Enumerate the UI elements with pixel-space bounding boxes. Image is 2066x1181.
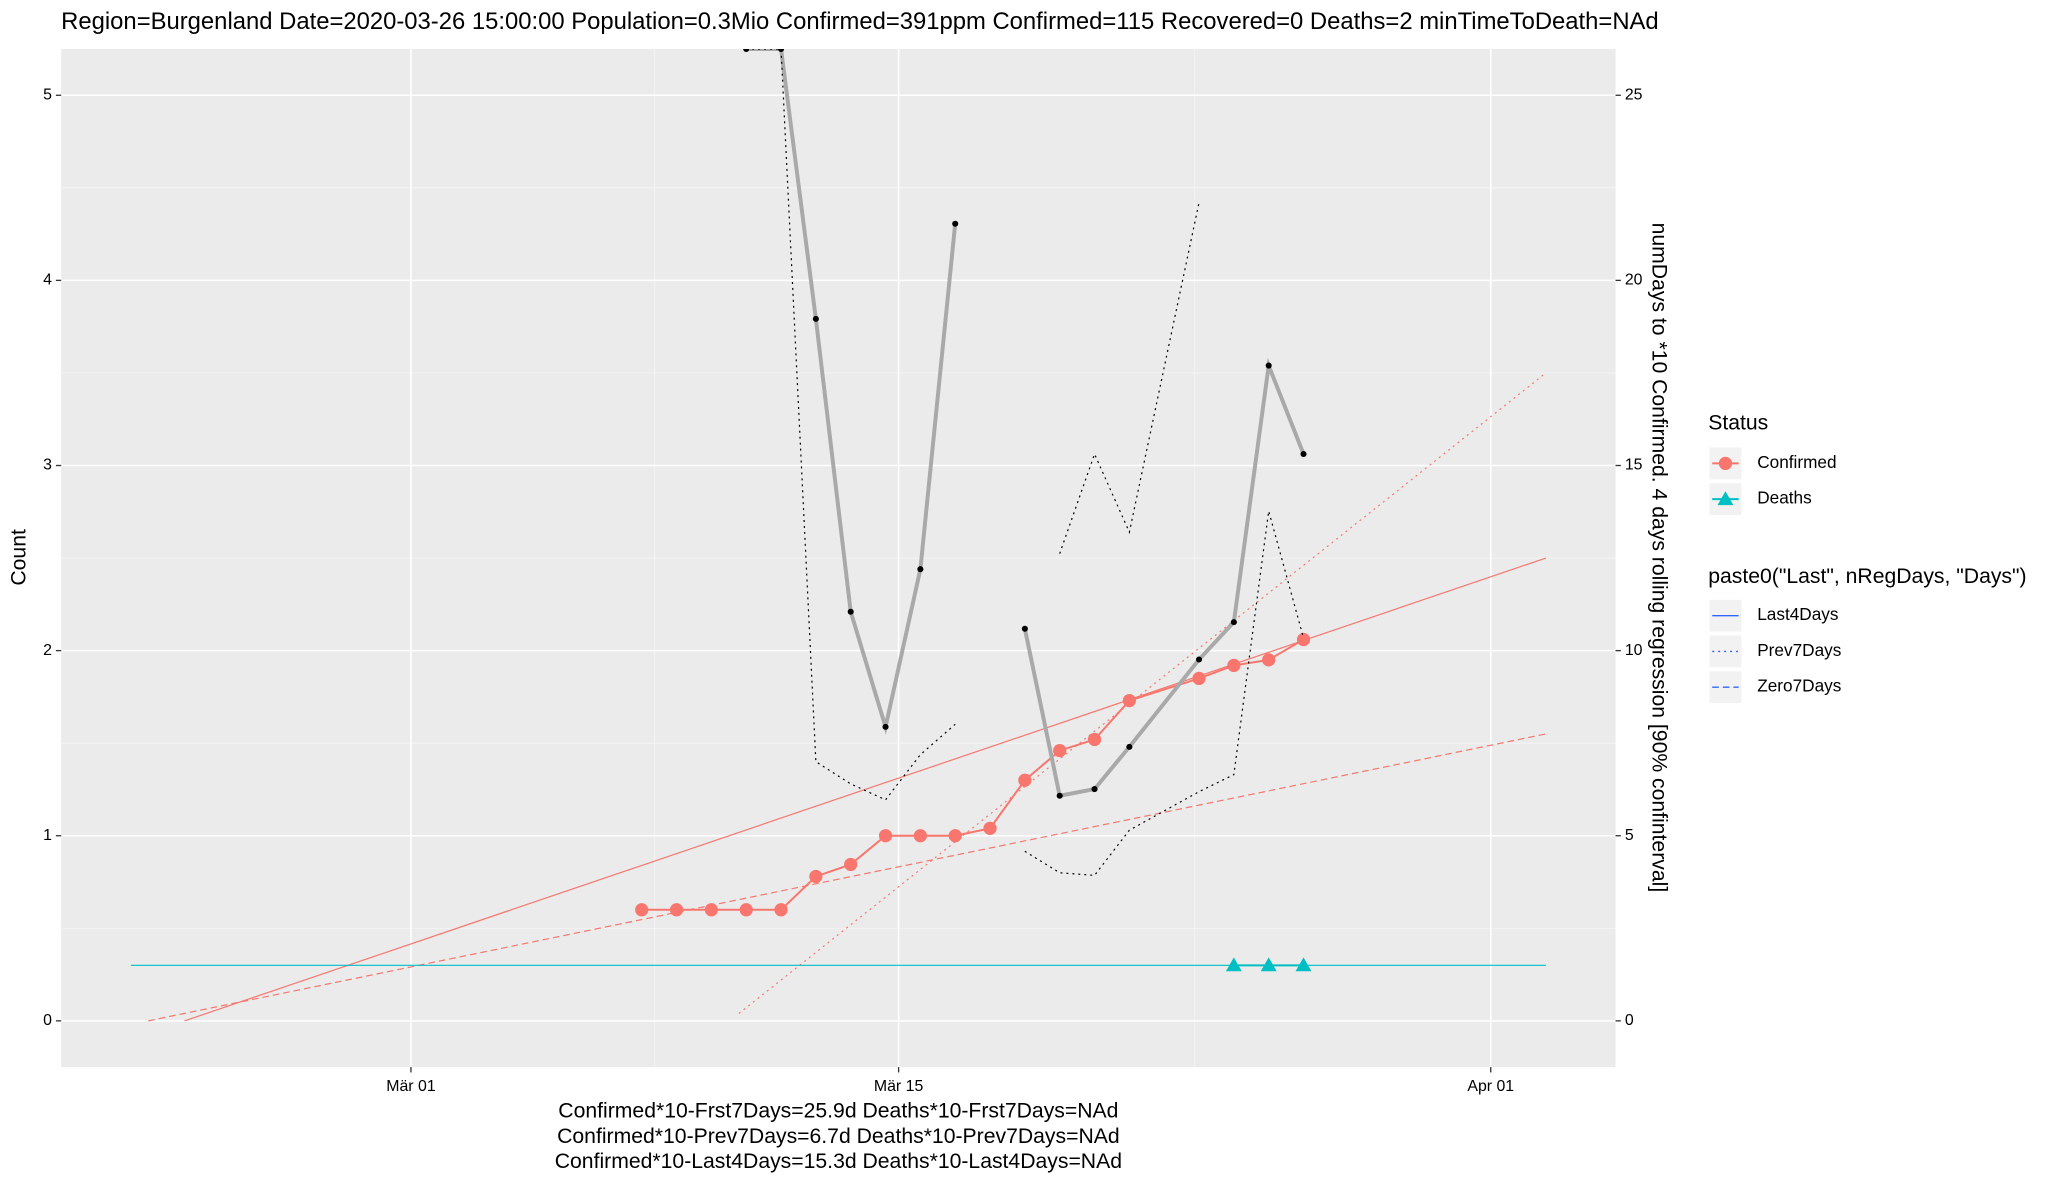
caption: Confirmed*10-Last4Days=15.3d Deaths*10-L… xyxy=(555,1150,1122,1173)
point xyxy=(812,315,819,322)
y-tick-label: 4 xyxy=(43,272,52,289)
regression-line xyxy=(738,372,1547,1014)
point xyxy=(948,829,962,843)
y-tick-label: 5 xyxy=(43,86,52,103)
point xyxy=(1091,786,1098,793)
point xyxy=(1227,658,1241,673)
legend-label: Last4Days xyxy=(1757,604,1838,624)
point xyxy=(1192,671,1206,686)
point xyxy=(1262,653,1276,667)
legend-marker xyxy=(1717,491,1734,506)
point xyxy=(878,829,893,843)
point xyxy=(1195,656,1203,663)
y2-tick-label: 5 xyxy=(1625,827,1634,844)
point xyxy=(1295,957,1312,972)
x-tick-label: Mär 15 xyxy=(874,1078,924,1095)
legend-title: paste0("Last", nRegDays, "Days") xyxy=(1708,565,2026,588)
point xyxy=(844,857,858,872)
point xyxy=(1230,619,1237,626)
point xyxy=(913,829,927,843)
y-axis-label: Count xyxy=(8,529,31,586)
point xyxy=(1265,362,1272,369)
point xyxy=(704,903,719,917)
point xyxy=(1018,773,1032,787)
regression-line xyxy=(148,733,1547,1022)
y2-tick-label: 15 xyxy=(1625,457,1643,474)
point xyxy=(739,903,753,917)
legend-title: Status xyxy=(1708,411,1768,434)
point xyxy=(882,723,889,730)
point xyxy=(1225,957,1242,972)
point xyxy=(1126,743,1133,750)
point xyxy=(1053,743,1067,758)
y2-tick-label: 25 xyxy=(1625,86,1643,103)
point xyxy=(1296,632,1311,647)
y2-tick-label: 10 xyxy=(1625,642,1643,659)
point xyxy=(952,220,959,227)
point xyxy=(635,903,649,917)
y2-axis-label: numDays to *10 Confirmed. 4 days rolling… xyxy=(1647,223,1670,893)
chart-title: Region=Burgenland Date=2020-03-26 15:00:… xyxy=(61,8,1659,35)
point xyxy=(1087,732,1102,747)
legend-label: Deaths xyxy=(1757,488,1812,508)
y2-tick-label: 0 xyxy=(1625,1012,1634,1029)
x-tick-label: Mär 01 xyxy=(386,1078,436,1095)
point xyxy=(669,903,684,917)
point xyxy=(774,903,788,917)
point xyxy=(847,608,854,615)
y2-tick-label: 20 xyxy=(1625,272,1643,289)
point xyxy=(743,48,750,53)
y-tick-label: 2 xyxy=(43,642,52,659)
point xyxy=(1260,957,1277,972)
caption: Confirmed*10-Frst7Days=25.9d Deaths*10-F… xyxy=(558,1100,1118,1123)
point xyxy=(1122,693,1136,708)
y-tick-label: 1 xyxy=(43,827,52,844)
point xyxy=(809,869,823,884)
legend-label: Zero7Days xyxy=(1757,676,1841,696)
caption: Confirmed*10-Prev7Days=6.7d Deaths*10-Pr… xyxy=(557,1125,1120,1148)
x-tick-label: Apr 01 xyxy=(1467,1078,1514,1095)
y-tick-label: 3 xyxy=(43,457,52,474)
point xyxy=(1056,792,1063,799)
point xyxy=(917,566,924,573)
series-line xyxy=(1059,202,1200,554)
legend-marker xyxy=(1718,456,1733,471)
regression-line xyxy=(184,557,1547,1022)
y-tick-label: 0 xyxy=(43,1012,52,1029)
point xyxy=(1021,625,1028,632)
point xyxy=(1300,450,1307,458)
legend-label: Prev7Days xyxy=(1757,640,1841,660)
point xyxy=(983,821,997,835)
legend-label: Confirmed xyxy=(1757,452,1836,472)
